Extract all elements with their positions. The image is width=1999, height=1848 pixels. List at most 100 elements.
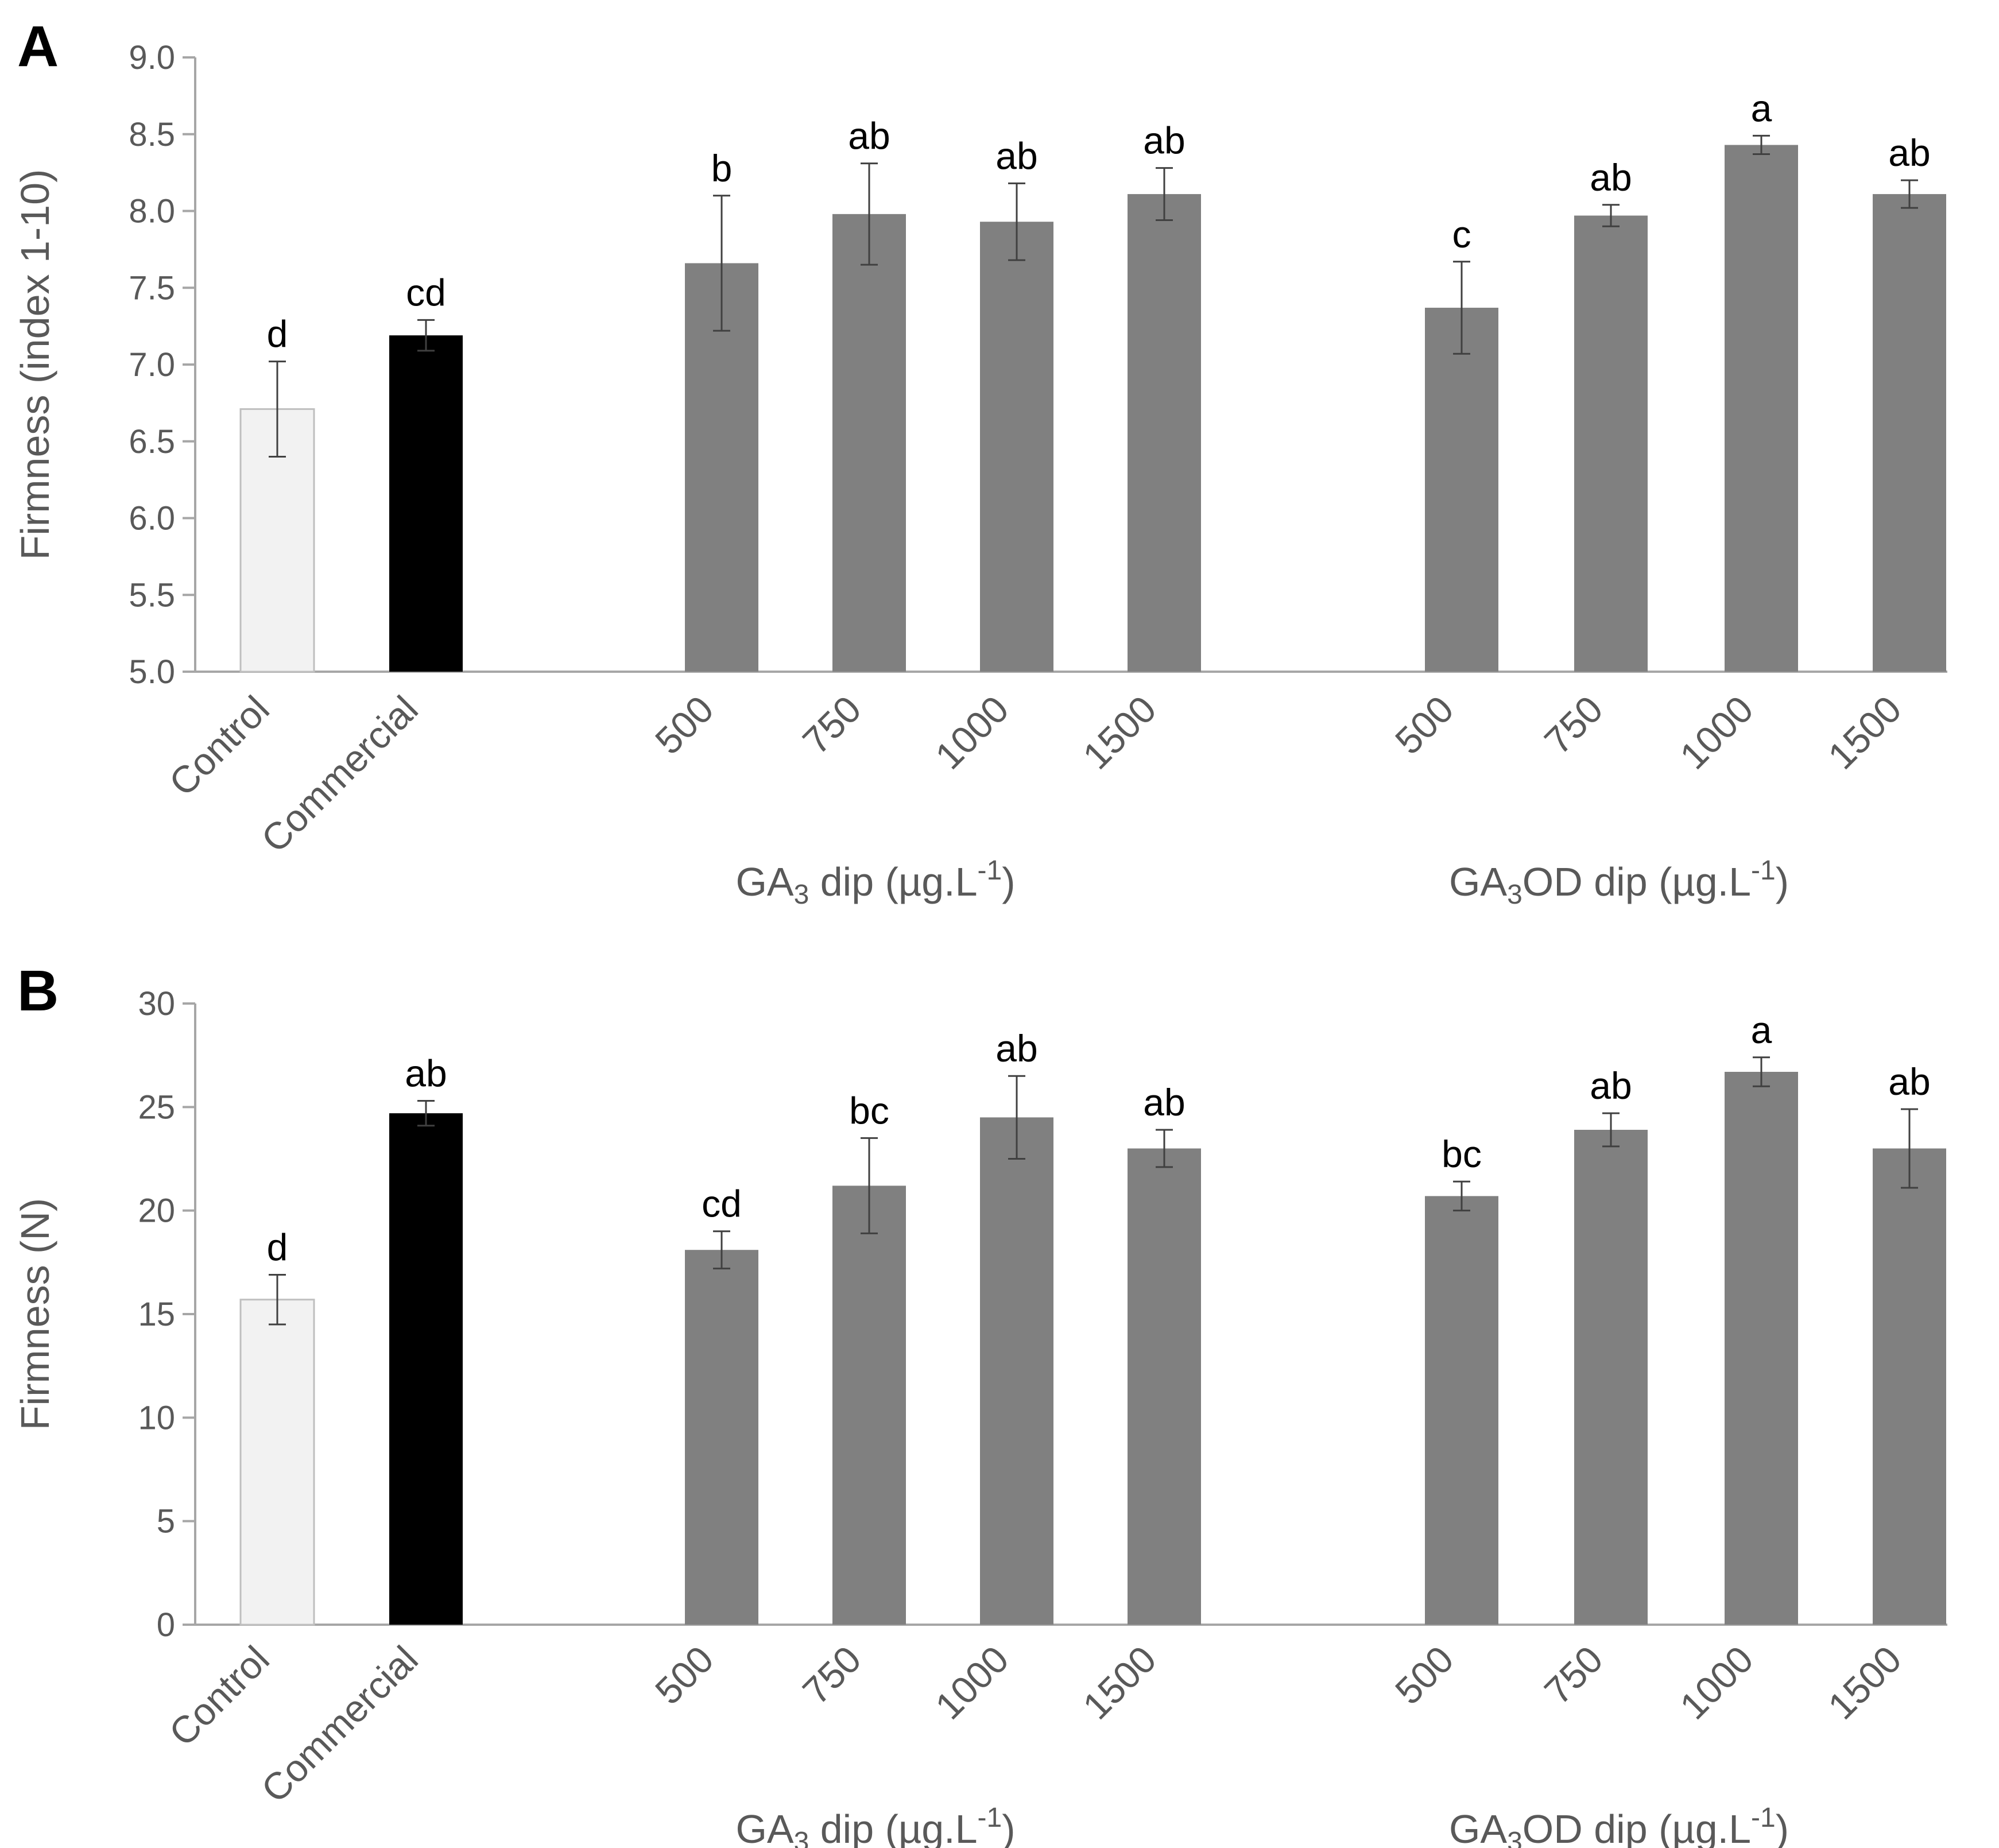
category-label: 500 — [647, 1638, 722, 1713]
bar-3 — [685, 1250, 758, 1625]
category-label: 1000 — [1672, 688, 1761, 777]
group-title: GA3 dip (µg.L-1) — [735, 1803, 1015, 1848]
significance-label: a — [1751, 87, 1772, 129]
chart-panel-b: B 0 5 10 15 20 25 30 Firmness (N) d Control ab Comme… — [13, 959, 1947, 1848]
significance-label: a — [1751, 1009, 1772, 1051]
y-tick-label: 8.5 — [129, 116, 175, 153]
error-bar-3 — [713, 195, 730, 332]
significance-label: ab — [1143, 1081, 1185, 1123]
significance-label: bc — [1442, 1133, 1482, 1175]
category-label: 750 — [795, 688, 869, 762]
significance-label: ab — [848, 115, 890, 157]
y-tick-label: 7.5 — [129, 269, 175, 307]
category-label: Control — [161, 1638, 277, 1754]
y-tick-label: 7.0 — [129, 346, 175, 383]
bar-6 — [1128, 194, 1201, 672]
category-label: 750 — [1536, 688, 1611, 762]
category-label: 750 — [1536, 1638, 1611, 1713]
category-label: 1500 — [1820, 688, 1909, 777]
bar-2 — [389, 1113, 463, 1625]
error-bar-9 — [1753, 1056, 1770, 1087]
category-label: 750 — [795, 1638, 869, 1713]
error-bar-6 — [1156, 167, 1173, 222]
error-bar-3 — [713, 1230, 730, 1270]
group-title: GA3OD dip (µg.L-1) — [1449, 855, 1789, 910]
bar-10 — [1873, 194, 1946, 672]
category-label: 1000 — [927, 1638, 1017, 1727]
bar-4 — [832, 1185, 906, 1625]
significance-label: ab — [405, 1052, 447, 1095]
y-tick-label: 6.0 — [129, 500, 175, 537]
category-label: Control — [161, 688, 277, 804]
y-tick-label: 9.0 — [129, 39, 175, 76]
significance-label: ab — [995, 1027, 1037, 1070]
significance-label: ab — [995, 134, 1037, 177]
bar-9 — [1725, 145, 1798, 672]
category-label: 500 — [1387, 1638, 1462, 1713]
y-tick-label: 10 — [138, 1399, 175, 1436]
significance-label: d — [267, 313, 288, 355]
y-tick-label: 5.0 — [129, 653, 175, 691]
significance-label: b — [711, 147, 733, 189]
error-bar-2 — [417, 319, 435, 352]
chart-panel-a: A 5.0 5.5 6.0 6.5 7.0 7.5 8.0 8.5 9.0 Firmness (in… — [13, 14, 1947, 910]
category-label: 1000 — [927, 688, 1017, 777]
y-tick-label: 8.0 — [129, 193, 175, 230]
category-label: 1500 — [1075, 688, 1164, 777]
bar-5 — [980, 1117, 1053, 1625]
y-tick-label: 5.5 — [129, 576, 175, 614]
bar-8 — [1574, 215, 1648, 672]
significance-label: ab — [1888, 1060, 1930, 1103]
significance-label: cd — [702, 1183, 742, 1225]
category-label: Commercial — [253, 1638, 426, 1811]
bar-7 — [1425, 1196, 1498, 1625]
significance-label: ab — [1590, 1064, 1632, 1107]
error-bar-1 — [269, 1273, 286, 1326]
y-tick-label: 0 — [157, 1606, 175, 1644]
y-tick-label: 25 — [138, 1088, 175, 1126]
y-tick-label: 30 — [138, 985, 175, 1022]
y-tick-label: 15 — [138, 1296, 175, 1333]
error-bar-6 — [1156, 1129, 1173, 1168]
error-bar-7 — [1453, 261, 1470, 355]
panel-label: A — [17, 14, 59, 79]
group-title: GA3 dip (µg.L-1) — [735, 855, 1015, 910]
category-label: Commercial — [253, 688, 426, 861]
y-tick-label: 20 — [138, 1192, 175, 1230]
bar-4 — [832, 214, 906, 672]
error-bar-4 — [861, 1137, 878, 1234]
error-bar-4 — [861, 162, 878, 266]
category-label: 500 — [647, 688, 722, 762]
significance-label: ab — [1143, 119, 1185, 162]
bar-6 — [1128, 1148, 1201, 1625]
error-bar-2 — [417, 1100, 435, 1127]
error-bar-9 — [1753, 134, 1770, 156]
category-label: 1000 — [1672, 1638, 1761, 1727]
panel-label: B — [17, 959, 59, 1023]
error-bar-5 — [1008, 1075, 1025, 1160]
error-bar-7 — [1453, 1180, 1470, 1212]
significance-label: ab — [1888, 131, 1930, 174]
error-bar-8 — [1602, 204, 1620, 227]
error-bar-10 — [1901, 179, 1918, 209]
y-tick-label: 5 — [157, 1503, 175, 1540]
error-bar-8 — [1602, 1112, 1620, 1148]
error-bar-1 — [269, 361, 286, 458]
category-label: 1500 — [1820, 1638, 1909, 1727]
error-bar-10 — [1901, 1108, 1918, 1189]
bar-10 — [1873, 1148, 1946, 1625]
group-title: GA3OD dip (µg.L-1) — [1449, 1803, 1789, 1848]
bar-9 — [1725, 1072, 1798, 1625]
error-bar-5 — [1008, 182, 1025, 261]
y-axis-title: Firmness (index 1-10) — [13, 169, 57, 560]
bar-7 — [1425, 308, 1498, 672]
category-label: 1500 — [1075, 1638, 1164, 1727]
significance-label: ab — [1590, 156, 1632, 199]
significance-label: c — [1452, 213, 1471, 255]
significance-label: cd — [406, 271, 446, 313]
bar-8 — [1574, 1130, 1648, 1625]
bar-1 — [239, 1299, 315, 1626]
y-tick-label: 6.5 — [129, 423, 175, 460]
category-label: 500 — [1387, 688, 1462, 762]
